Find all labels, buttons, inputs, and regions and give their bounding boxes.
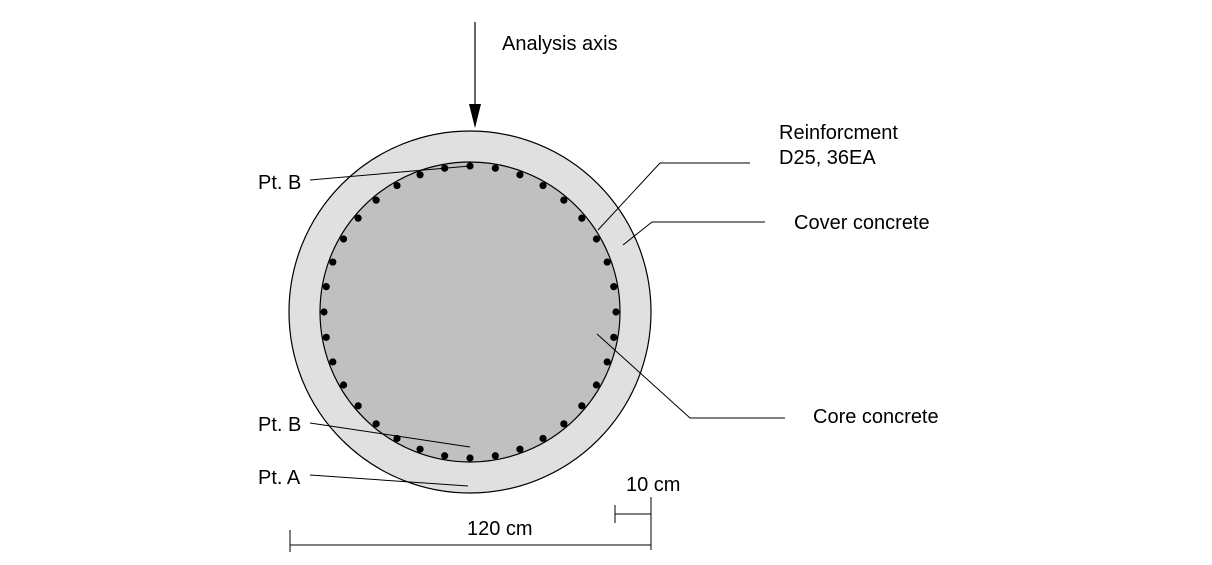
rebar-dot <box>560 196 568 204</box>
rebar-dot <box>329 258 337 266</box>
dim-cover-label: 10 cm <box>626 474 680 496</box>
rebar-dot <box>322 283 330 291</box>
pt-b-bottom-label: Pt. B <box>258 414 301 436</box>
rebar-dot <box>393 181 401 190</box>
rebar-dot <box>539 181 547 190</box>
rebar-dot <box>592 381 601 389</box>
rebar-dot <box>539 434 547 443</box>
pt-b-top-leader <box>309 165 471 181</box>
reinforcement-bars <box>320 162 620 462</box>
reinforcement-label-line2: D25, 36EA <box>779 147 876 169</box>
analysis-axis-label: Analysis axis <box>502 33 618 55</box>
rebar-dot <box>372 420 380 428</box>
rebar-dot <box>560 420 568 428</box>
rebar-dot <box>516 445 524 453</box>
rebar-dot <box>491 164 499 172</box>
cover-concrete-label: Cover concrete <box>794 212 930 234</box>
rebar-dot <box>578 214 586 222</box>
reinforcement-leader <box>597 162 750 231</box>
rebar-dot <box>416 171 424 179</box>
rebar-dot <box>320 308 328 316</box>
core-concrete-area <box>319 161 621 463</box>
pt-a-leader <box>309 474 469 487</box>
pt-b-top-label: Pt. B <box>258 172 301 194</box>
rebar-dot <box>354 402 362 410</box>
cover-concrete-leader <box>622 221 765 246</box>
rebar-dot <box>603 258 611 266</box>
rebar-dot <box>372 196 380 204</box>
rebar-dot <box>516 171 524 179</box>
rebar-dot <box>354 214 362 222</box>
core-concrete-leader <box>596 333 785 419</box>
rebar-dot <box>610 283 618 291</box>
analysis-axis-arrowhead <box>469 104 481 128</box>
rebar-dot <box>441 452 449 460</box>
reinforcement-label-line1: Reinforcment <box>779 122 898 144</box>
rebar-dot <box>339 381 348 389</box>
rebar-dot <box>612 308 620 316</box>
rebar-dot <box>329 358 337 366</box>
rebar-dot <box>339 235 348 243</box>
rebar-dot <box>603 358 611 366</box>
pt-a-label: Pt. A <box>258 467 301 489</box>
rebar-dot <box>322 333 330 341</box>
core-concrete-label: Core concrete <box>813 406 939 428</box>
rebar-dot <box>592 235 601 243</box>
rebar-dot <box>578 402 586 410</box>
pt-b-bottom-leader <box>309 422 471 448</box>
rebar-dot <box>466 454 474 462</box>
rebar-dot <box>610 333 618 341</box>
dim-diameter-label: 120 cm <box>467 518 533 540</box>
rebar-dot <box>491 452 499 460</box>
rebar-dot <box>416 445 424 453</box>
